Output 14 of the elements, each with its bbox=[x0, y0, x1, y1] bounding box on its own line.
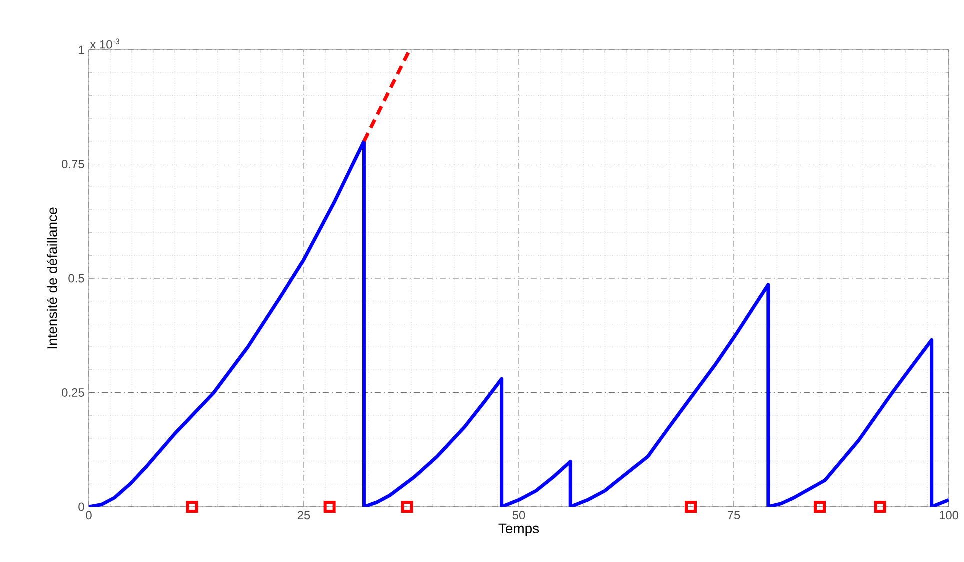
x-tick-label: 100 bbox=[940, 511, 959, 520]
line-series bbox=[89, 140, 950, 507]
x-tick-label: 0 bbox=[86, 511, 92, 520]
y-tick-label: 1 bbox=[79, 46, 84, 54]
text: x 10$^{-3}$ bbox=[90, 38, 120, 49]
y-tick-label: 0.25 bbox=[62, 388, 84, 397]
x-tick-label: 75 bbox=[728, 511, 740, 520]
x-tick-label: 25 bbox=[298, 511, 310, 520]
y-tick-label: 0.75 bbox=[62, 160, 84, 168]
y-tick-label: 0.5 bbox=[68, 274, 84, 283]
y-tick-label: 0 bbox=[78, 502, 84, 512]
x-axis-title: Temps bbox=[498, 524, 540, 536]
x-tick-label: 50 bbox=[512, 511, 526, 520]
y-axis-title: Intensité de défaillance bbox=[46, 208, 58, 349]
